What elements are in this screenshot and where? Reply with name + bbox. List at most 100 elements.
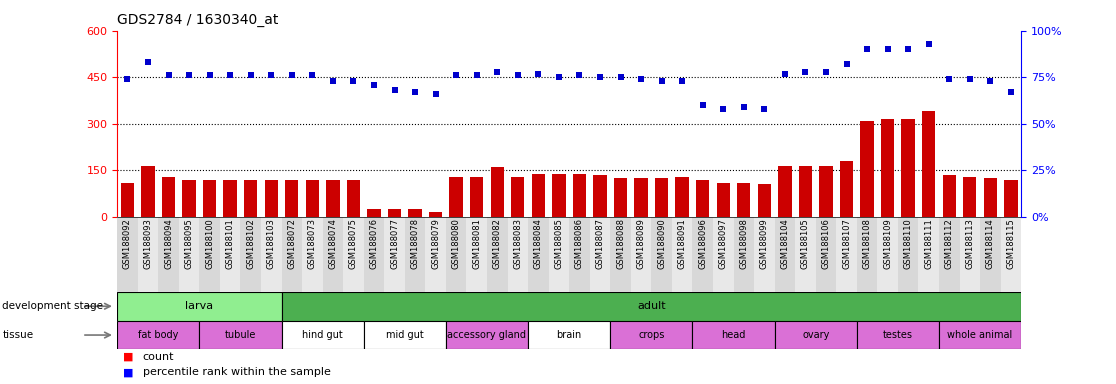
Bar [675,177,689,217]
Text: ■: ■ [123,367,133,377]
Point [448,72,465,78]
Bar [943,175,956,217]
Bar [754,217,775,292]
Text: GSM188096: GSM188096 [699,218,708,269]
Bar [223,180,237,217]
Text: mid gut: mid gut [386,330,424,340]
Text: GSM188101: GSM188101 [225,218,234,269]
Text: development stage: development stage [2,301,104,311]
Bar [264,180,278,217]
Point [426,91,444,97]
Text: GSM188091: GSM188091 [677,218,686,269]
Bar [778,166,791,217]
Point [118,76,136,82]
Point [242,72,260,78]
Bar [569,217,589,292]
Text: GSM188112: GSM188112 [945,218,954,269]
Bar [573,174,586,217]
Point [941,76,959,82]
Bar [881,119,894,217]
Bar [367,209,381,217]
Text: GSM188111: GSM188111 [924,218,933,269]
Point [406,89,424,95]
Bar [302,217,323,292]
Bar [716,183,730,217]
Text: GSM188102: GSM188102 [247,218,256,269]
Text: GSM188089: GSM188089 [636,218,645,269]
Bar [634,178,647,217]
Bar [614,178,627,217]
Text: GSM188090: GSM188090 [657,218,666,269]
Point [282,72,300,78]
Text: GSM188073: GSM188073 [308,218,317,270]
Bar [117,217,137,292]
Bar [857,217,877,292]
Point [734,104,752,110]
Bar [425,217,446,292]
Text: GSM188078: GSM188078 [411,218,420,270]
Bar [836,217,857,292]
Bar [531,174,545,217]
Text: accessory gland: accessory gland [448,330,527,340]
Bar [466,217,487,292]
Text: GSM188080: GSM188080 [452,218,461,269]
Point [529,71,547,77]
Bar [631,217,652,292]
Text: GSM188100: GSM188100 [205,218,214,269]
Text: GSM188110: GSM188110 [904,218,913,269]
Bar [594,175,607,217]
Bar [840,161,854,217]
Bar [388,209,402,217]
Point [653,78,671,84]
Text: tissue: tissue [2,330,33,340]
Point [797,69,815,75]
Text: head: head [721,330,745,340]
Point [489,69,507,75]
Text: GSM188088: GSM188088 [616,218,625,270]
Bar [121,183,134,217]
Bar [179,217,200,292]
Text: GSM188082: GSM188082 [493,218,502,269]
Bar [918,217,939,292]
Bar [857,321,939,349]
Point [468,72,485,78]
Point [509,72,527,78]
Bar [491,167,504,217]
Bar [281,321,364,349]
Bar [203,180,217,217]
Point [878,46,896,53]
Bar [240,217,261,292]
Text: ■: ■ [123,352,133,362]
Bar [508,217,528,292]
Bar [692,321,775,349]
Bar [796,217,816,292]
Bar [692,217,713,292]
Bar [244,180,258,217]
Bar [285,180,298,217]
Bar [877,217,898,292]
Text: GSM188099: GSM188099 [760,218,769,269]
Text: percentile rank within the sample: percentile rank within the sample [143,367,330,377]
Bar [528,321,610,349]
Bar [162,177,175,217]
Point [858,46,876,53]
Bar [922,111,935,217]
Text: GSM188107: GSM188107 [841,218,852,269]
Text: GSM188115: GSM188115 [1007,218,1016,269]
Bar [137,217,158,292]
Bar [610,217,631,292]
Point [694,102,712,108]
Bar [261,217,281,292]
Bar [200,217,220,292]
Bar [963,177,976,217]
Point [386,87,404,93]
Text: GSM188103: GSM188103 [267,218,276,269]
Point [920,41,937,47]
Bar [142,166,155,217]
Bar [983,178,997,217]
Bar [511,177,525,217]
Text: GSM188113: GSM188113 [965,218,974,269]
Bar [487,217,508,292]
Point [673,78,691,84]
Bar [281,217,302,292]
